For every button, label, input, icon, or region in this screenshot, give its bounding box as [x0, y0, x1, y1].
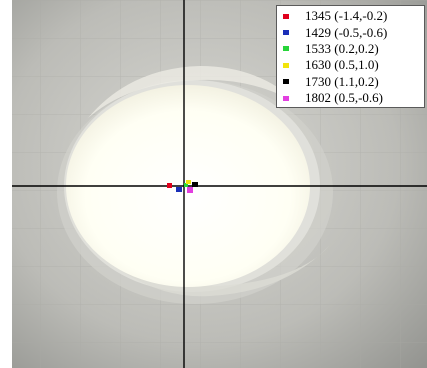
legend-swatch	[283, 46, 289, 52]
legend-label: 1345 (-1.4,-0.2)	[305, 8, 388, 24]
droplet-upper-rim	[88, 66, 300, 118]
droplet-lower-rim	[95, 245, 330, 297]
legend-swatch	[283, 13, 289, 19]
legend-swatch	[283, 79, 289, 85]
marker-1630	[186, 180, 191, 184]
legend-item: 1730 (1.1,0.2)	[283, 74, 424, 90]
legend-item: 1429 (-0.5,-0.6)	[283, 24, 424, 40]
legend-item: 1345 (-1.4,-0.2)	[283, 8, 424, 24]
marker-1802	[187, 187, 193, 193]
marker-1429	[176, 187, 182, 192]
legend-swatch	[283, 62, 289, 68]
legend-swatch	[283, 95, 289, 101]
marker-1345	[167, 183, 172, 188]
legend-item: 1630 (0.5,1.0)	[283, 57, 424, 73]
legend-label: 1630 (0.5,1.0)	[305, 57, 379, 73]
legend: 1345 (-1.4,-0.2) 1429 (-0.5,-0.6) 1533 (…	[276, 5, 425, 108]
legend-item: 1533 (0.2,0.2)	[283, 41, 424, 57]
legend-item: 1802 (0.5,-0.6)	[283, 90, 424, 106]
legend-label: 1730 (1.1,0.2)	[305, 73, 379, 89]
legend-swatch	[283, 30, 289, 36]
legend-label: 1802 (0.5,-0.6)	[305, 90, 383, 106]
legend-label: 1533 (0.2,0.2)	[305, 40, 379, 56]
marker-1730	[192, 182, 198, 187]
marker-1533	[184, 183, 188, 187]
legend-label: 1429 (-0.5,-0.6)	[305, 24, 388, 40]
